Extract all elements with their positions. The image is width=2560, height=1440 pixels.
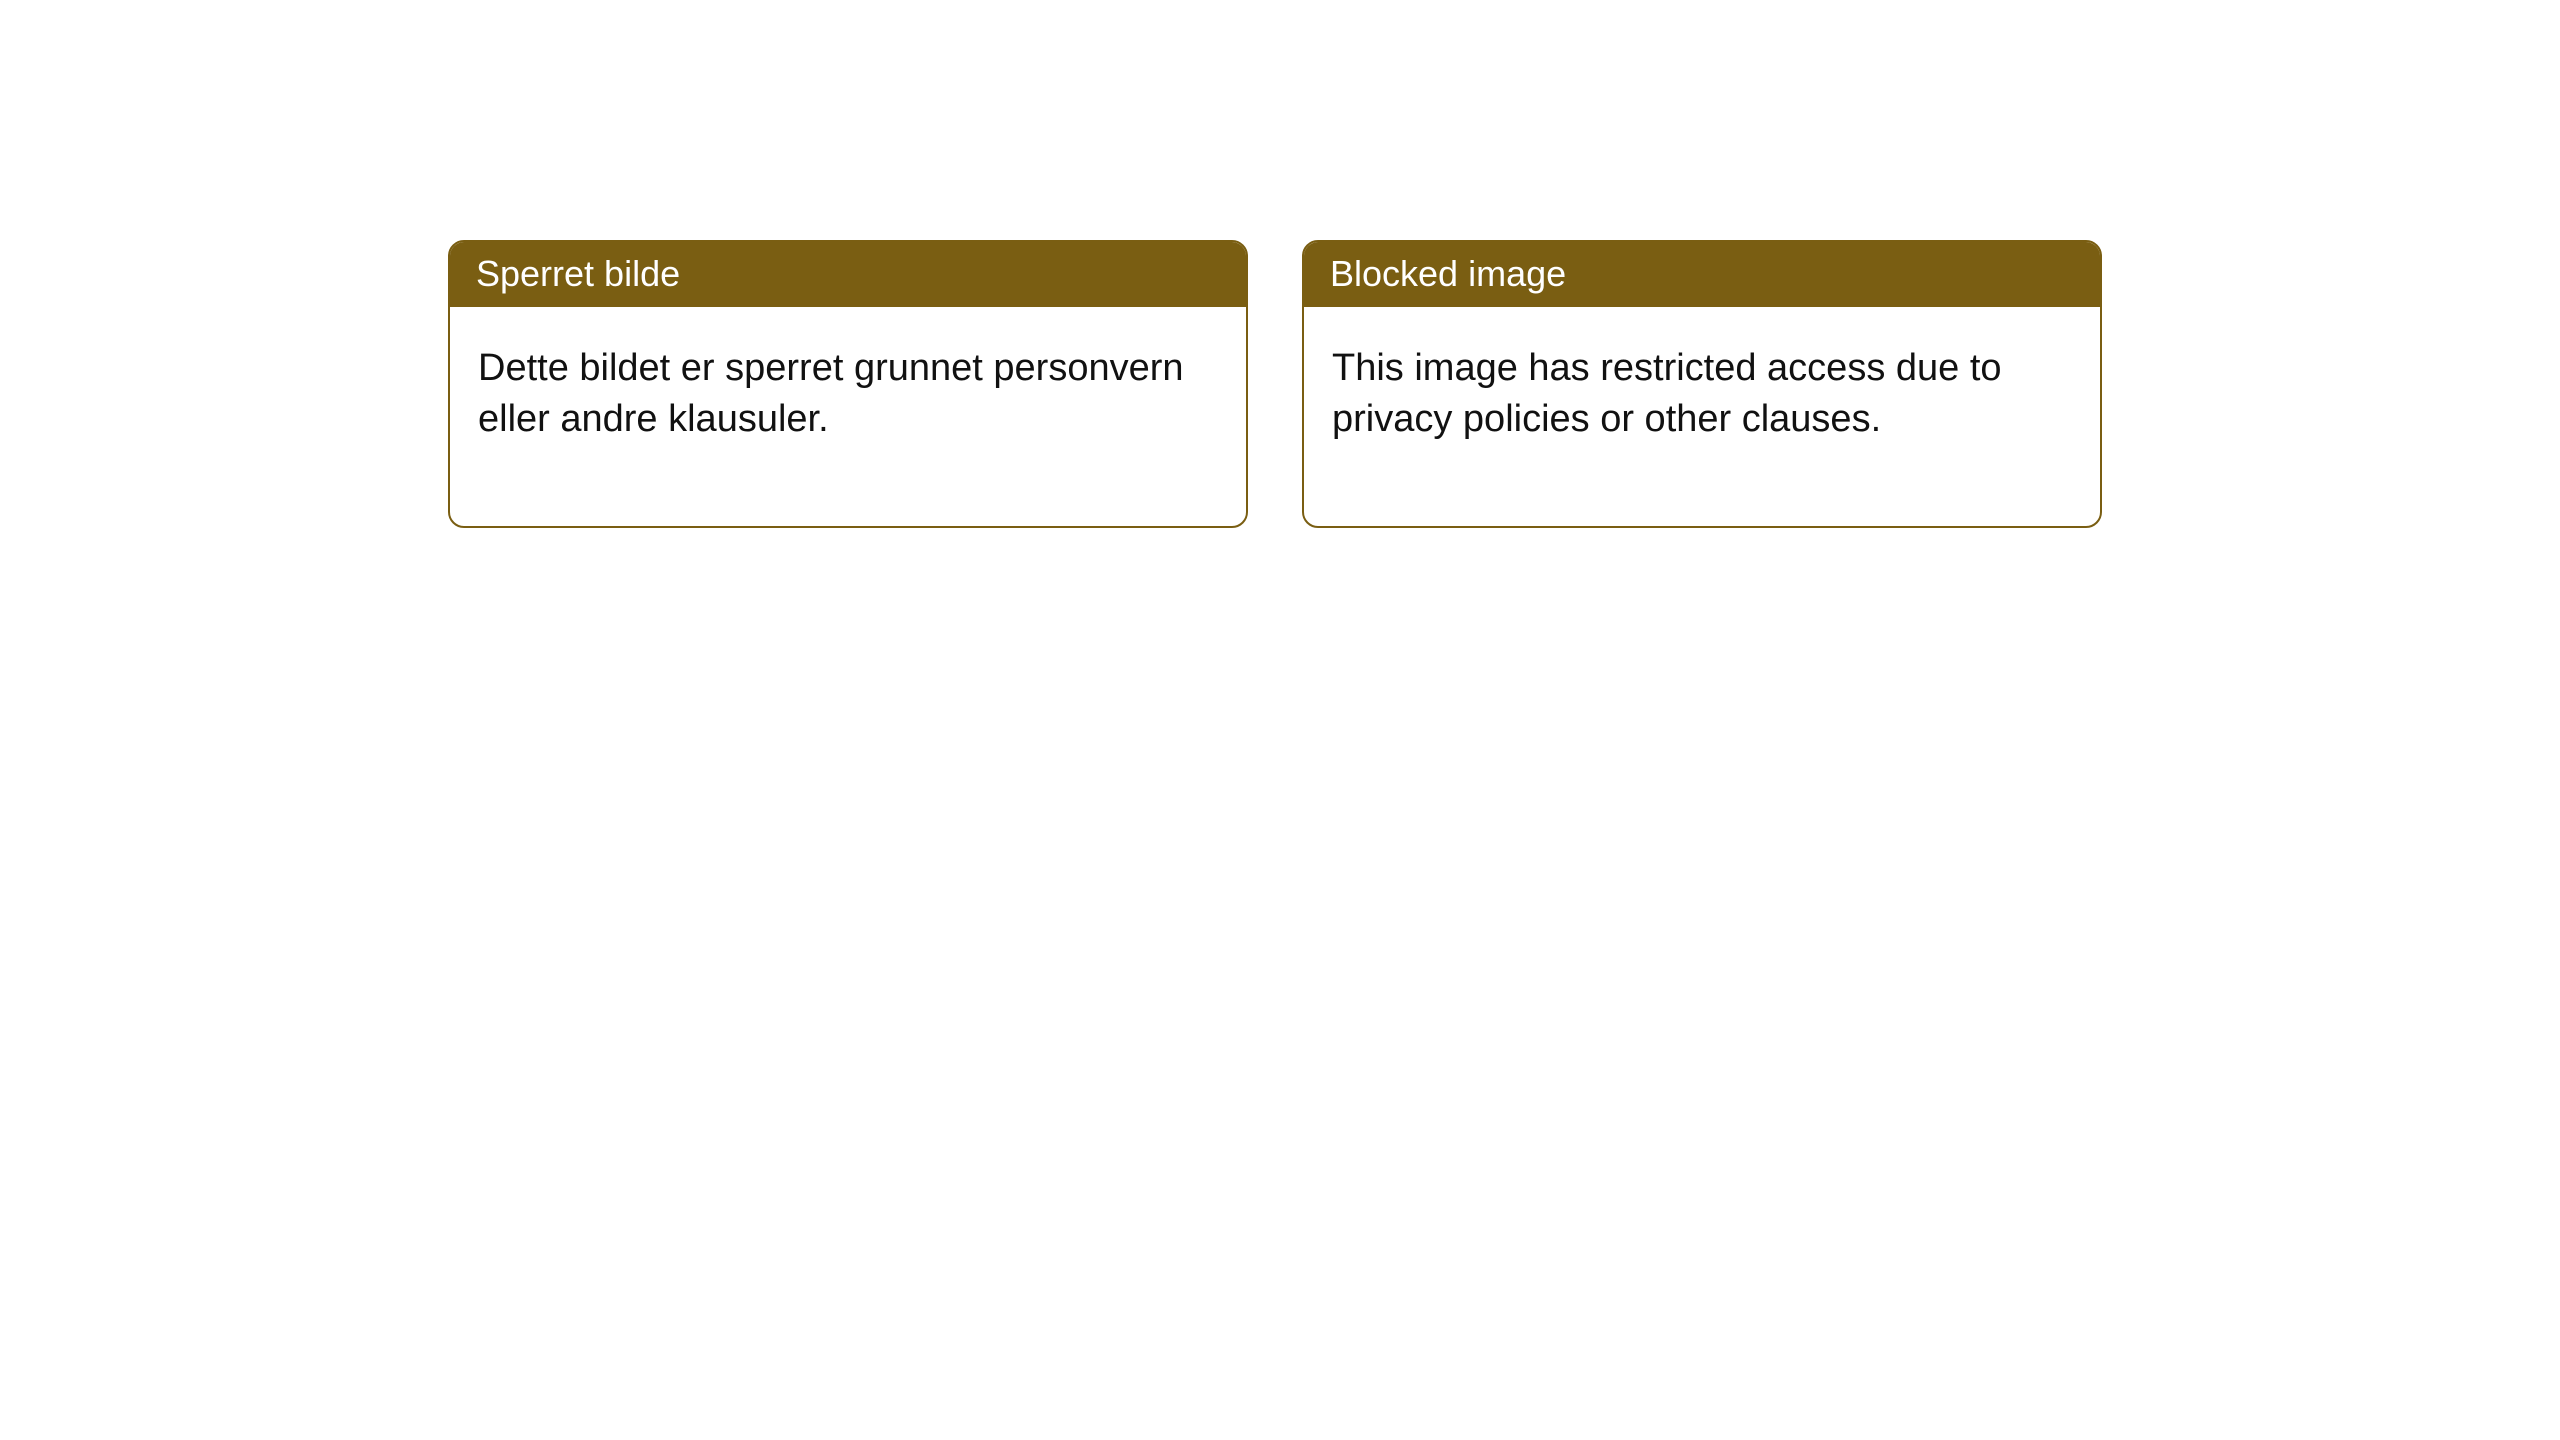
- notice-card-title-en: Blocked image: [1304, 242, 2100, 307]
- notice-card-no: Sperret bilde Dette bildet er sperret gr…: [448, 240, 1248, 528]
- notice-card-body-no: Dette bildet er sperret grunnet personve…: [450, 307, 1246, 526]
- notice-card-title-no: Sperret bilde: [450, 242, 1246, 307]
- notice-card-body-en: This image has restricted access due to …: [1304, 307, 2100, 526]
- notice-container: Sperret bilde Dette bildet er sperret gr…: [0, 0, 2560, 528]
- notice-card-en: Blocked image This image has restricted …: [1302, 240, 2102, 528]
